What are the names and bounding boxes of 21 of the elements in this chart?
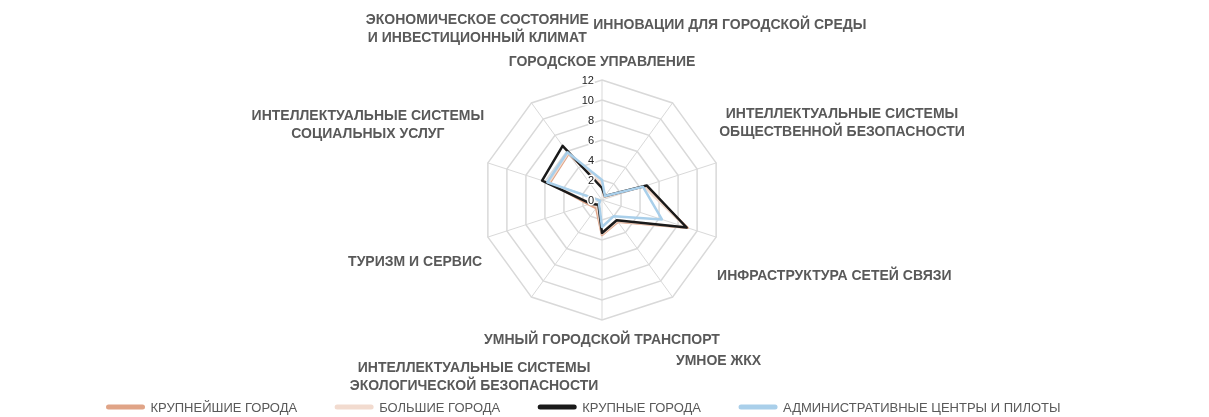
y-tick-label: 4 [587, 153, 594, 166]
y-tick-label: 8 [587, 113, 594, 126]
legend-label: КРУПНЫЕ ГОРОДА [582, 399, 702, 415]
y-tick-label: 10 [581, 93, 594, 106]
y-tick-label: 6 [587, 133, 594, 146]
spoke-label: УМНОЕ ЖКХ [675, 352, 762, 369]
y-tick-label: 12 [581, 73, 594, 86]
legend-label: БОЛЬШИЕ ГОРОДА [379, 399, 501, 415]
y-tick-label: 2 [587, 173, 594, 186]
spoke-label: ЭКОНОМИЧЕСКОЕ СОСТОЯНИЕ И ИНВЕСТИЦИОННЫЙ КЛИМАТ [365, 11, 589, 46]
spoke-label: ГОРОДСКОЕ УПРАВЛЕНИЕ [508, 52, 696, 69]
spoke-label: ИННОВАЦИИ ДЛЯ ГОРОДСКОЙ СРЕДЫ [593, 14, 867, 32]
spoke-label: ИНТЕЛЛЕКТУАЛЬНЫЕ СИСТЕМЫ ЭКОЛОГИЧЕСКОЙ БЕЗОПАСНОСТИ [349, 358, 599, 393]
legend-label: КРУПНЕЙШИЕ ГОРОДА [150, 399, 298, 415]
y-tick-label: 0 [587, 193, 594, 206]
spoke-label: ИНТЕЛЛЕКТУАЛЬНЫЕ СИСТЕМЫ ОБЩЕСТВЕННОЙ БЕЗОПАСНОСТИ [719, 104, 965, 139]
spoke-label: ИНТЕЛЛЕКТУАЛЬНЫЕ СИСТЕМЫ СОЦИАЛЬНЫХ УСЛУГ [251, 106, 485, 141]
spoke-label: ТУРИЗМ И СЕРВИС [348, 252, 483, 269]
spoke-label: УМНЫЙ ГОРОДСКОЙ ТРАНСПОРТ [484, 329, 721, 347]
spoke-label: ИНФРАСТРУКТУРА СЕТЕЙ СВЯЗИ [717, 266, 952, 284]
legend-label: АДМИНИСТРАТИВНЫЕ ЦЕНТРЫ И ПИЛОТЫ [783, 399, 1061, 415]
